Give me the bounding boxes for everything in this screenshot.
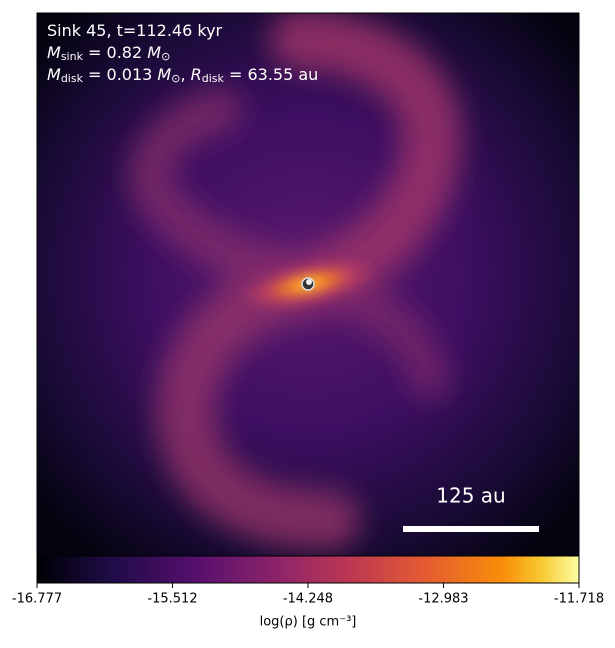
annotation-part: M (47, 43, 61, 62)
annotation: Sink 45, t=112.46 kyr Msink = 0.82 M⊙ Mdis… (47, 21, 318, 86)
annotation-part: ⊙ (161, 50, 170, 63)
annotation-part: = 63.55 au (224, 65, 318, 84)
annotation-part: ⊙ (171, 72, 180, 85)
annotation-part: disk (202, 72, 225, 85)
annotation-part: disk (61, 72, 84, 85)
colorbar-tick-label: -16.777 (12, 592, 62, 607)
colorbar-tick-label: -15.512 (147, 592, 197, 607)
density-image (37, 13, 579, 556)
colorbar-tick-label: -14.248 (283, 592, 333, 607)
annotation-part: , (180, 65, 190, 84)
annotation-part: = 0.82 (83, 43, 147, 62)
annotation-part: M (47, 65, 61, 84)
annotation-part: = 0.013 (83, 65, 157, 84)
scale-bar (403, 526, 539, 532)
annotation-part: M (157, 65, 171, 84)
colorbar-ticks: -16.777 -15.512 -14.248 -12.983 -11.718 (12, 583, 604, 607)
annotation-part: R (191, 65, 202, 84)
annotation-part: M (147, 43, 161, 62)
annotation-part: sink (61, 50, 84, 63)
colorbar-tick-label: -11.718 (554, 592, 604, 607)
colorbar-tick-label: -12.983 (418, 592, 468, 607)
scale-bar-label: 125 au (436, 484, 505, 508)
annotation-part: Sink 45, t=112.46 kyr (47, 21, 223, 40)
colorbar (36, 555, 580, 584)
colorbar-label: log(ρ) [g cm⁻³] (260, 615, 357, 630)
